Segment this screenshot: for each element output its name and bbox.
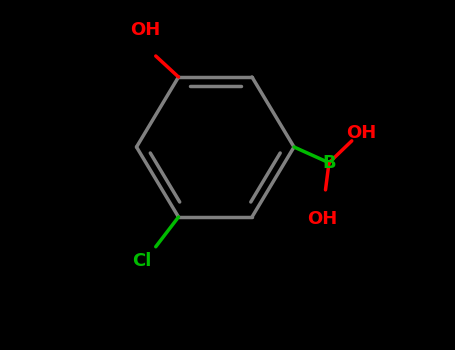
Text: OH: OH (347, 124, 377, 142)
Text: B: B (322, 154, 336, 172)
Text: OH: OH (130, 21, 160, 39)
Text: Cl: Cl (132, 252, 152, 270)
Text: OH: OH (307, 210, 337, 228)
